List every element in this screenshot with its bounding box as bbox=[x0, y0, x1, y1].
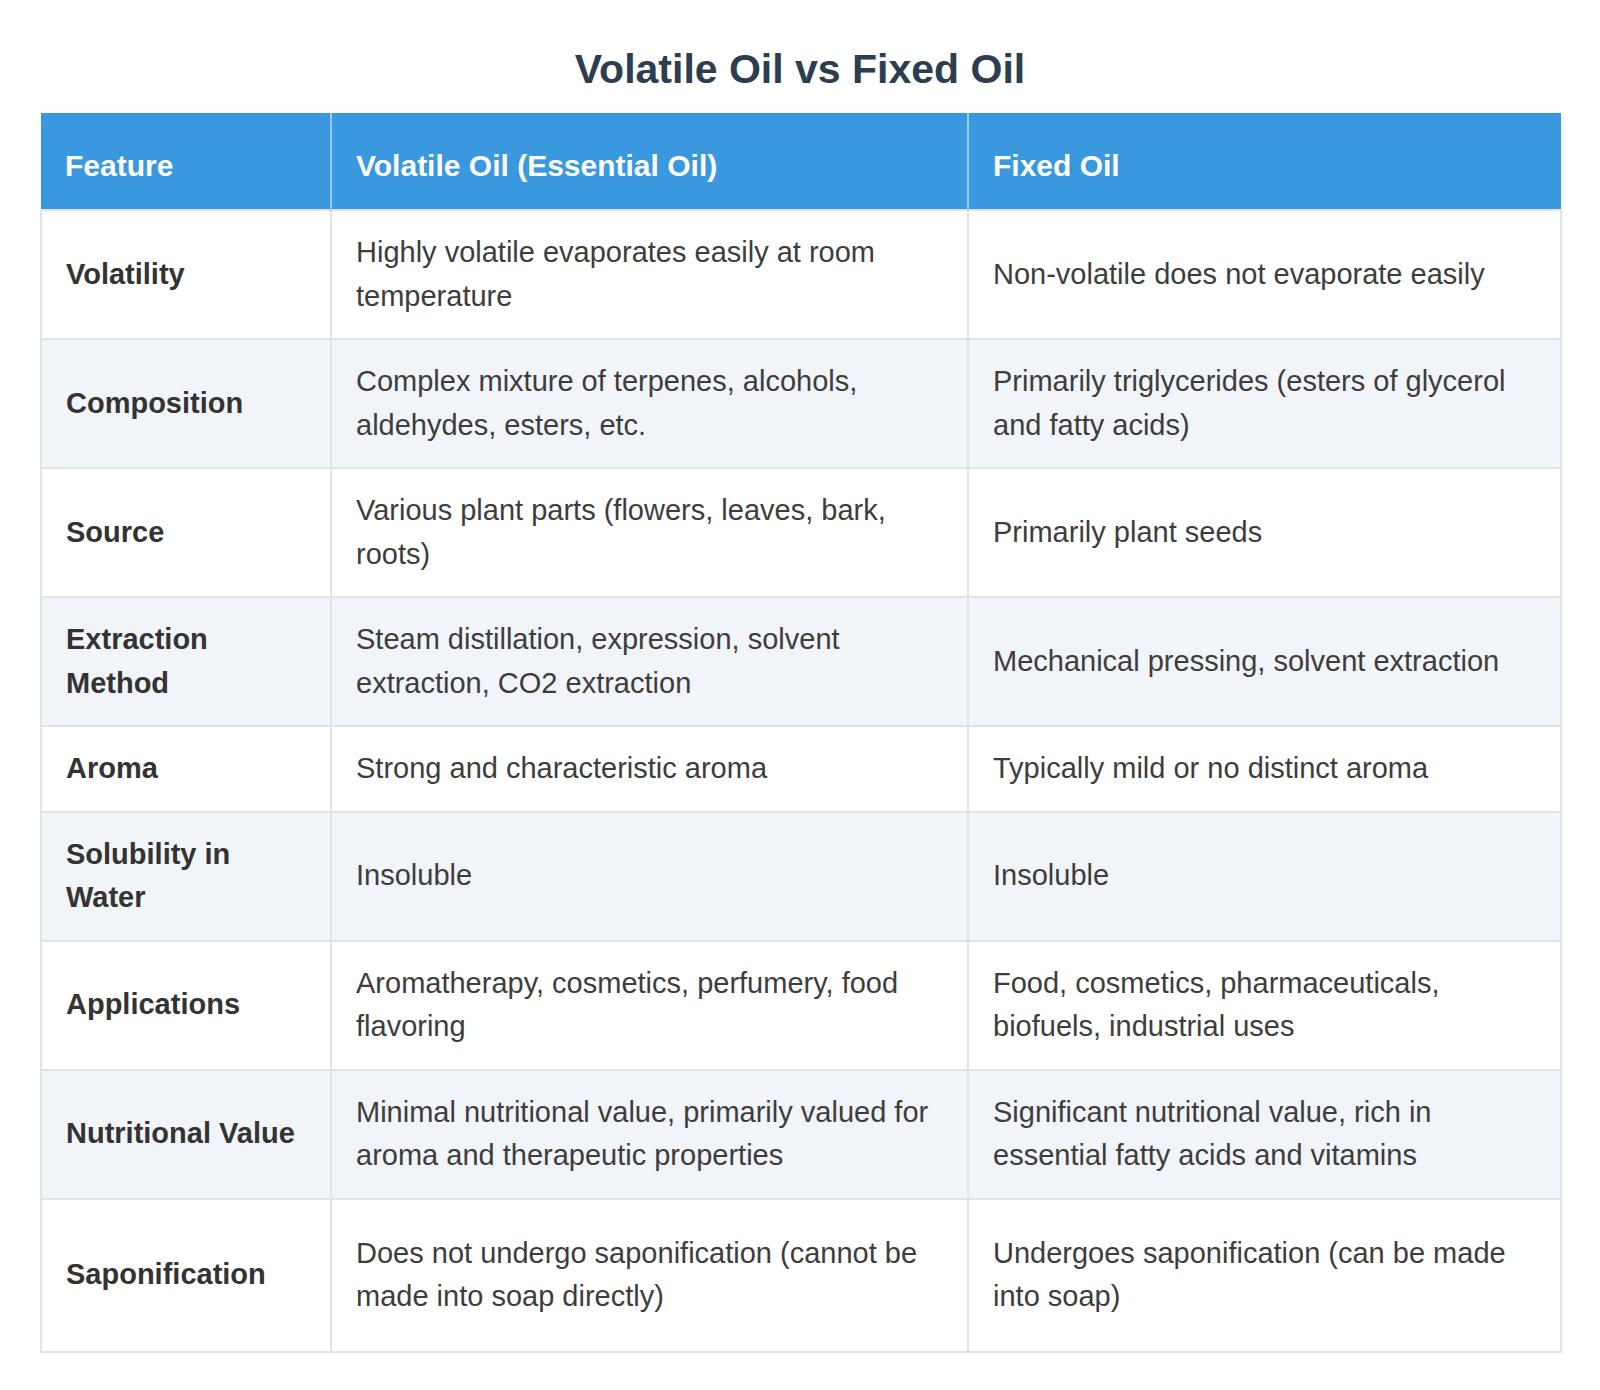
column-header-volatile-oil: Volatile Oil (Essential Oil) bbox=[331, 113, 968, 210]
fixed-oil-cell: Mechanical pressing, solvent extraction bbox=[968, 597, 1561, 726]
fixed-oil-cell: Insoluble bbox=[968, 812, 1561, 941]
fixed-oil-cell: Significant nutritional value, rich in e… bbox=[968, 1070, 1561, 1199]
column-header-fixed-oil: Fixed Oil bbox=[968, 113, 1561, 210]
feature-cell: Applications bbox=[41, 941, 331, 1070]
feature-cell: Solubility in Water bbox=[41, 812, 331, 941]
table-row-volatility: Volatility Highly volatile evaporates ea… bbox=[41, 210, 1561, 339]
fixed-oil-cell: Undergoes saponification (can be made in… bbox=[968, 1199, 1561, 1352]
volatile-oil-cell: Strong and characteristic aroma bbox=[331, 726, 968, 812]
volatile-oil-cell: Highly volatile evaporates easily at roo… bbox=[331, 210, 968, 339]
feature-cell: Extraction Method bbox=[41, 597, 331, 726]
table-row-applications: Applications Aromatherapy, cosmetics, pe… bbox=[41, 941, 1561, 1070]
feature-cell: Nutritional Value bbox=[41, 1070, 331, 1199]
fixed-oil-cell: Typically mild or no distinct aroma bbox=[968, 726, 1561, 812]
volatile-oil-cell: Various plant parts (flowers, leaves, ba… bbox=[331, 468, 968, 597]
table-row-solubility-in-water: Solubility in Water Insoluble Insoluble bbox=[41, 812, 1561, 941]
fixed-oil-cell: Primarily triglycerides (esters of glyce… bbox=[968, 339, 1561, 468]
table-row-aroma: Aroma Strong and characteristic aroma Ty… bbox=[41, 726, 1561, 812]
table-row-nutritional-value: Nutritional Value Minimal nutritional va… bbox=[41, 1070, 1561, 1199]
table-row-saponification: Saponification Does not undergo saponifi… bbox=[41, 1199, 1561, 1352]
page-title: Volatile Oil vs Fixed Oil bbox=[0, 0, 1600, 113]
comparison-table: Feature Volatile Oil (Essential Oil) Fix… bbox=[40, 113, 1562, 1353]
feature-cell: Volatility bbox=[41, 210, 331, 339]
fixed-oil-cell: Food, cosmetics, pharmaceuticals, biofue… bbox=[968, 941, 1561, 1070]
fixed-oil-cell: Primarily plant seeds bbox=[968, 468, 1561, 597]
fixed-oil-cell: Non-volatile does not evaporate easily bbox=[968, 210, 1561, 339]
header-row: Feature Volatile Oil (Essential Oil) Fix… bbox=[41, 113, 1561, 210]
feature-cell: Composition bbox=[41, 339, 331, 468]
column-header-feature: Feature bbox=[41, 113, 331, 210]
feature-cell: Saponification bbox=[41, 1199, 331, 1352]
volatile-oil-cell: Complex mixture of terpenes, alcohols, a… bbox=[331, 339, 968, 468]
volatile-oil-cell: Does not undergo saponification (cannot … bbox=[331, 1199, 968, 1352]
volatile-oil-cell: Minimal nutritional value, primarily val… bbox=[331, 1070, 968, 1199]
table-row-extraction-method: Extraction Method Steam distillation, ex… bbox=[41, 597, 1561, 726]
feature-cell: Aroma bbox=[41, 726, 331, 812]
volatile-oil-cell: Aromatherapy, cosmetics, perfumery, food… bbox=[331, 941, 968, 1070]
page: Volatile Oil vs Fixed Oil Feature Volati… bbox=[0, 0, 1600, 1390]
feature-cell: Source bbox=[41, 468, 331, 597]
volatile-oil-cell: Steam distillation, expression, solvent … bbox=[331, 597, 968, 726]
table-row-composition: Composition Complex mixture of terpenes,… bbox=[41, 339, 1561, 468]
table-row-source: Source Various plant parts (flowers, lea… bbox=[41, 468, 1561, 597]
volatile-oil-cell: Insoluble bbox=[331, 812, 968, 941]
